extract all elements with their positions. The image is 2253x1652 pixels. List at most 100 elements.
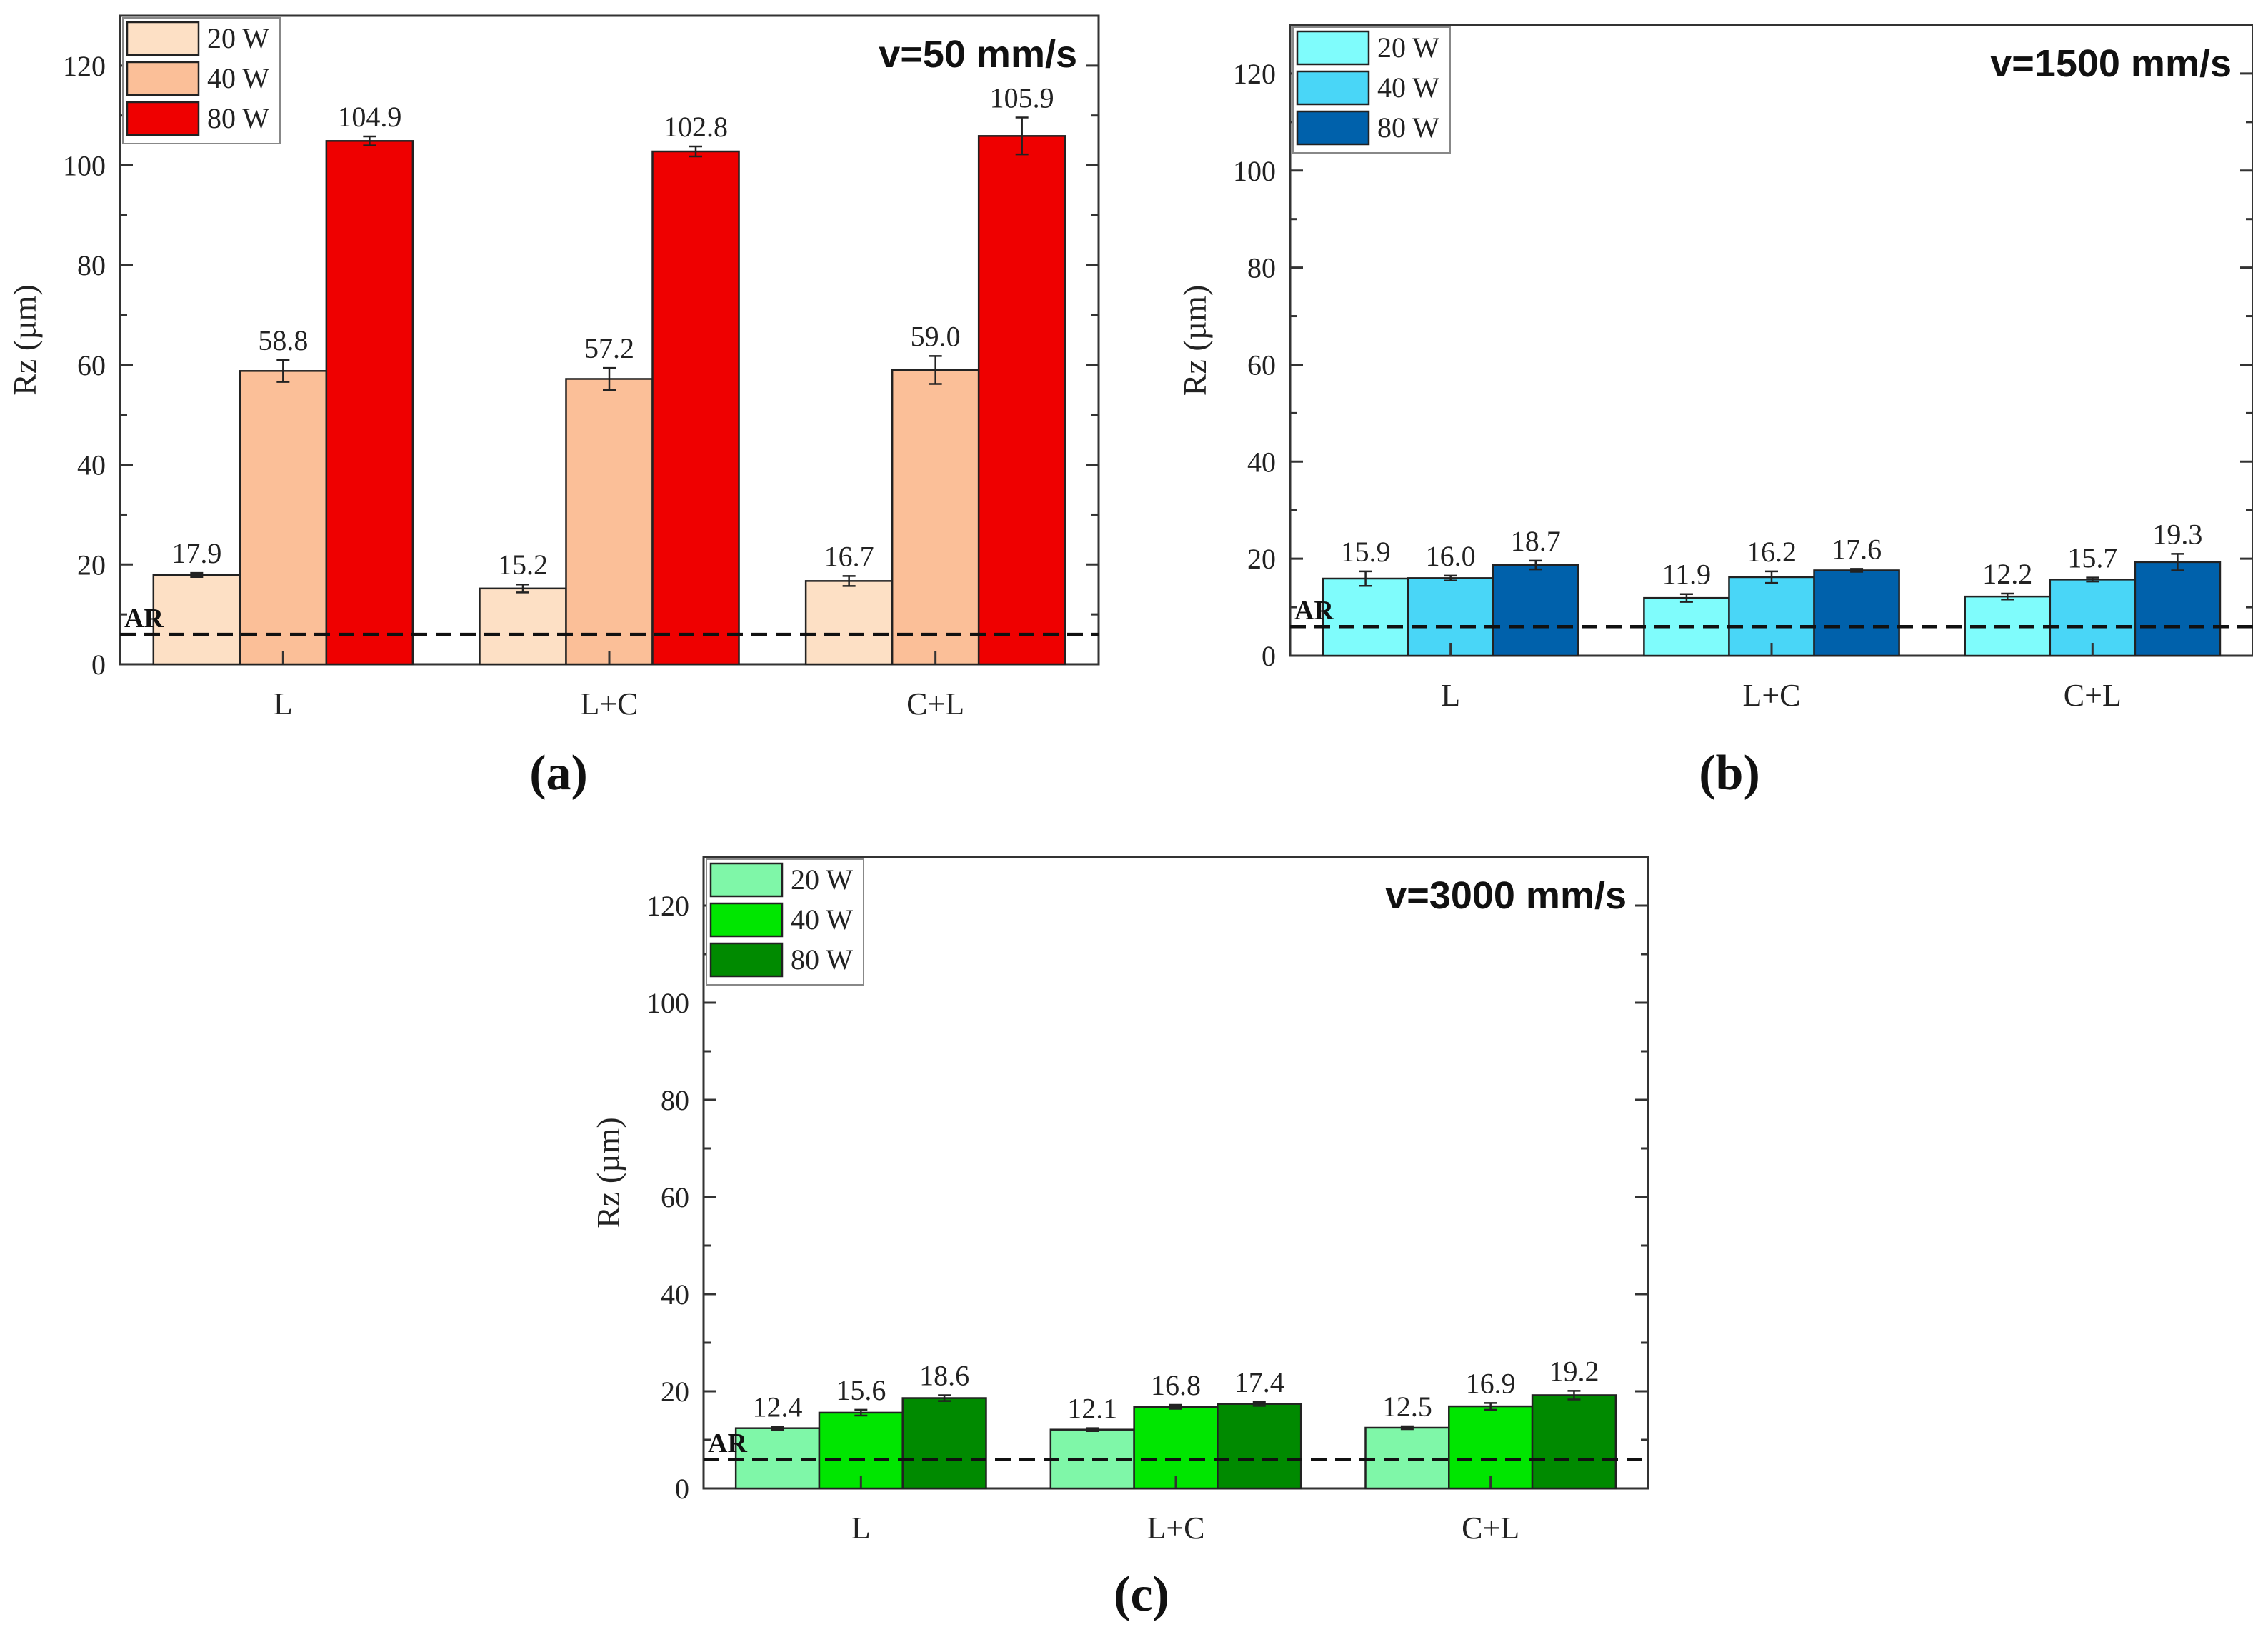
bar (1813, 569, 1900, 657)
data-label: 12.4 (753, 1391, 803, 1423)
bar (651, 150, 740, 666)
y-tick-label: 40 (77, 449, 106, 481)
legend-label: 20 W (207, 22, 269, 54)
chart-panel-3: 0 20 40 60 80 100 120 Rz (µm) 12.4 15.6 18.6 12.1 16… (590, 856, 1649, 1622)
bar (565, 378, 654, 666)
data-label: 17.4 (1234, 1366, 1284, 1398)
legend-swatch (1296, 70, 1370, 106)
x-tick-label: C+L (1462, 1511, 1519, 1546)
data-label: 11.9 (1662, 559, 1712, 591)
y-axis: 0 20 40 60 80 100 120 (646, 890, 1648, 1505)
legend-label: 20 W (1377, 31, 1439, 64)
y-tick-label: 40 (661, 1278, 689, 1311)
bar (901, 1397, 987, 1490)
bar (152, 574, 241, 666)
ar-label: AR (1294, 596, 1334, 626)
legend: 20 W 40 W 80 W (706, 858, 864, 986)
data-label: 15.6 (836, 1374, 886, 1406)
chart-title: v=3000 mm/s (1385, 874, 1627, 917)
x-tick-label: C+L (2064, 678, 2122, 713)
bar (325, 140, 414, 666)
data-label: 58.8 (258, 324, 308, 356)
bar (2134, 561, 2222, 657)
legend-label: 40 W (207, 62, 269, 94)
bar (1728, 576, 1815, 657)
data-label: 102.8 (664, 111, 728, 143)
y-tick-label: 100 (646, 987, 689, 1019)
legend-swatch (1296, 30, 1370, 66)
legend-swatch (126, 21, 200, 56)
data-label: 16.7 (824, 540, 874, 572)
data-label: 12.1 (1067, 1393, 1117, 1425)
legend-label: 80 W (791, 943, 853, 976)
x-tick-label: L (851, 1511, 871, 1546)
data-label: 105.9 (990, 81, 1054, 114)
data-label: 57.2 (584, 332, 634, 364)
y-tick-label: 20 (1247, 543, 1276, 575)
y-tick-label: 60 (661, 1181, 689, 1213)
bar (239, 370, 328, 666)
data-label: 16.9 (1466, 1367, 1516, 1399)
legend-label: 40 W (1377, 71, 1439, 104)
chart-panel-1: 0 20 40 60 80 100 120 Rz (µm) 17.9 58.8 104.9 15.2 5… (6, 14, 1100, 801)
bars: 12.4 15.6 18.6 12.1 16.8 17.4 12.5 16.9 19.2 (734, 1355, 1617, 1490)
legend-swatch (709, 862, 784, 898)
x-tick-label: L (1441, 678, 1460, 713)
y-tick-label: 120 (646, 890, 689, 922)
legend-swatch (1296, 110, 1370, 146)
data-label: 104.9 (337, 101, 401, 133)
bars: 17.9 58.8 104.9 15.2 57.2 102.8 16.7 59.0 105.9 (152, 81, 1066, 666)
panel-label: (c) (1114, 1567, 1169, 1622)
data-label: 16.2 (1747, 536, 1797, 568)
panel-label: (b) (1699, 746, 1760, 801)
y-axis-label: Rz (µm) (6, 284, 43, 396)
data-label: 17.6 (1832, 533, 1882, 565)
data-label: 19.3 (2152, 518, 2202, 550)
y-tick-label: 100 (1233, 155, 1276, 187)
legend-swatch (709, 942, 784, 978)
y-tick-label: 0 (675, 1473, 689, 1505)
x-tick-label: L (274, 686, 293, 721)
y-tick-label: 40 (1247, 446, 1276, 478)
legend-swatch (126, 61, 200, 96)
y-axis: 0 20 40 60 80 100 120 (63, 50, 1099, 681)
data-label: 15.9 (1341, 536, 1391, 568)
y-tick-label: 20 (661, 1376, 689, 1408)
ar-label: AR (708, 1428, 747, 1458)
bar (977, 135, 1066, 666)
chart-panel-2: 0 20 40 60 80 100 120 Rz (µm) 15.9 16.0 18.7 11.9 16… (1177, 24, 2253, 801)
bar (1492, 564, 1579, 657)
legend-swatch (709, 902, 784, 938)
x-tick-label: C+L (906, 686, 964, 721)
chart-title: v=50 mm/s (879, 33, 1077, 76)
bar (479, 587, 567, 666)
y-tick-label: 60 (77, 349, 106, 381)
legend-label: 80 W (207, 102, 269, 134)
bars: 15.9 16.0 18.7 11.9 16.2 17.6 12.2 15.7 19.3 (1322, 518, 2222, 657)
legend-label: 20 W (791, 863, 853, 896)
y-tick-label: 80 (77, 249, 106, 281)
data-label: 16.8 (1151, 1369, 1201, 1401)
y-tick-label: 20 (77, 549, 106, 581)
y-tick-label: 120 (1233, 58, 1276, 90)
legend: 20 W 40 W 80 W (122, 17, 281, 144)
y-tick-label: 0 (1262, 640, 1276, 672)
panel-label: (a) (529, 746, 588, 801)
bar (1448, 1405, 1534, 1490)
bar (891, 369, 980, 666)
data-label: 59.0 (911, 320, 961, 352)
x-tick-label: L+C (1147, 1511, 1204, 1546)
y-axis-label: Rz (µm) (1177, 285, 1213, 396)
data-label: 18.6 (919, 1359, 969, 1391)
ar-label: AR (124, 604, 164, 634)
y-tick-label: 120 (63, 50, 106, 82)
data-label: 19.2 (1549, 1355, 1599, 1387)
bar (804, 580, 894, 666)
bar (1407, 577, 1494, 657)
bar (1531, 1394, 1617, 1490)
data-label: 12.5 (1382, 1391, 1432, 1423)
y-tick-label: 80 (1247, 252, 1276, 284)
legend-label: 80 W (1377, 111, 1439, 144)
data-label: 15.7 (2067, 542, 2117, 574)
